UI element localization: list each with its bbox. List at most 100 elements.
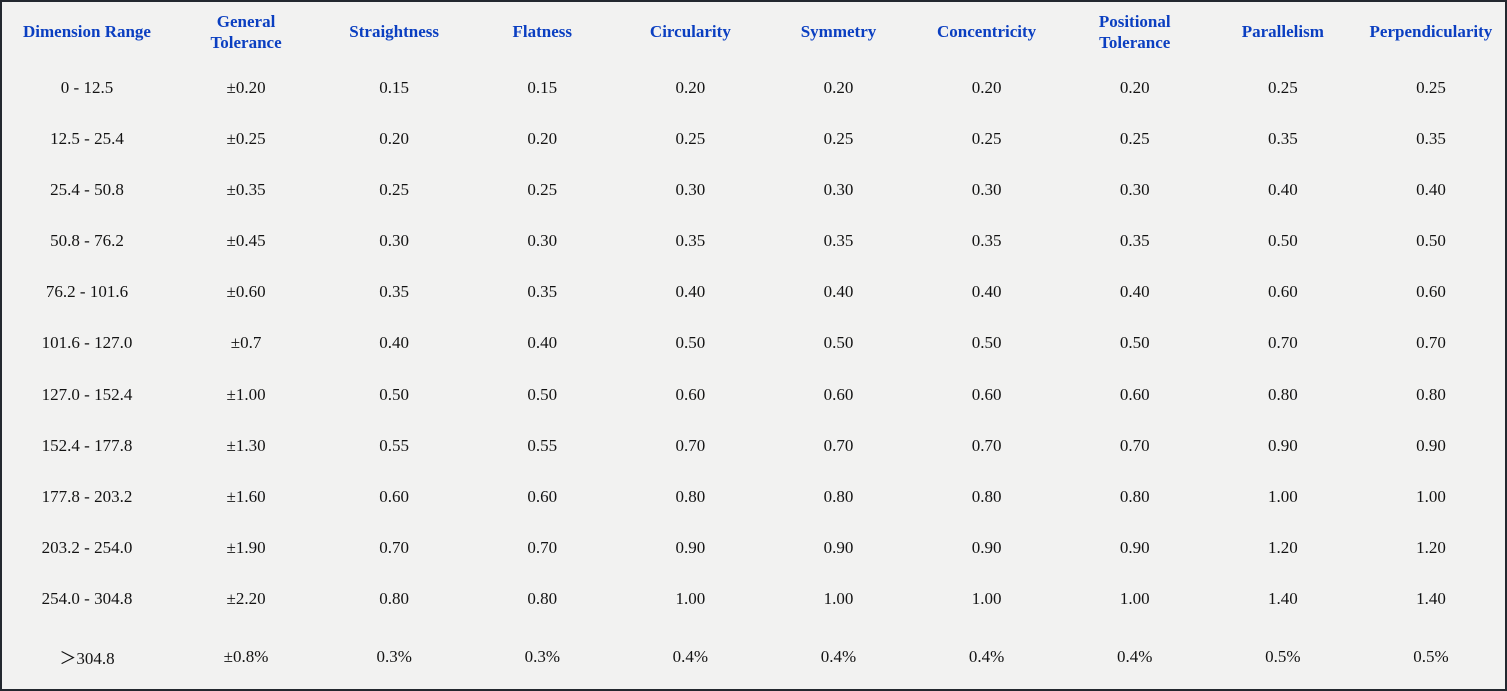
table-row: 203.2 - 254.0 ±1.90 0.70 0.70 0.90 0.90 0.90 0.…	[2, 523, 1505, 574]
value-cell: ±0.35	[226, 179, 266, 199]
value-cell: 0.70	[379, 538, 410, 558]
value-cell: 0.80	[823, 486, 854, 506]
dimension-range-cell: 76.2 - 101.6	[45, 282, 129, 302]
value-cell: 0.60	[971, 384, 1002, 404]
value-cell: 1.40	[1267, 589, 1298, 609]
value-cell: 0.90	[1267, 435, 1298, 455]
value-cell: 0.25	[971, 128, 1002, 148]
value-cell: 0.60	[1416, 282, 1446, 302]
value-cell: ±1.90	[226, 538, 266, 558]
value-cell: 0.5%	[1265, 646, 1301, 666]
value-cell: 0.30	[675, 179, 706, 199]
header-cell-circularity: Circularity	[649, 22, 731, 42]
value-cell: 0.25	[1267, 77, 1298, 97]
value-cell: 0.40	[971, 282, 1002, 302]
table-row: 50.8 - 76.2 ±0.45 0.30 0.30 0.35 0.35 0.35 0.35…	[2, 216, 1505, 267]
value-cell: 0.80	[1267, 384, 1298, 404]
value-cell: 0.4%	[968, 646, 1005, 666]
dimension-range-cell: ＞304.8	[59, 649, 115, 669]
value-cell: 0.40	[1119, 282, 1150, 302]
table-row: 152.4 - 177.8 ±1.30 0.55 0.55 0.70 0.70 0.70 0.…	[2, 420, 1505, 471]
value-cell: 0.35	[675, 231, 706, 251]
dimension-range-cell: 254.0 - 304.8	[41, 589, 133, 609]
table-row: 12.5 - 25.4 ±0.25 0.20 0.20 0.25 0.25 0.25 0.25…	[2, 113, 1505, 164]
value-cell: 0.20	[823, 77, 854, 97]
value-cell: 0.60	[1267, 282, 1298, 302]
value-cell: 0.90	[675, 538, 706, 558]
value-cell: 0.90	[823, 538, 854, 558]
value-cell: 0.70	[527, 538, 558, 558]
value-cell: 0.25	[1416, 77, 1446, 97]
value-cell: 0.70	[675, 435, 706, 455]
header-cell-dimension-range: Dimension Range	[23, 22, 151, 42]
dimension-range-cell: 101.6 - 127.0	[41, 333, 133, 353]
dimension-range-cell: 127.0 - 152.4	[41, 384, 133, 404]
table-row: 25.4 - 50.8 ±0.35 0.25 0.25 0.30 0.30 0.30 0.30…	[2, 164, 1505, 215]
value-cell: 0.25	[527, 179, 558, 199]
value-cell: 0.60	[527, 486, 558, 506]
value-cell: 0.50	[823, 333, 854, 353]
value-cell: 0.35	[527, 282, 558, 302]
dimension-range-cell: 50.8 - 76.2	[50, 231, 124, 251]
dimension-range-cell: 0 - 12.5	[60, 77, 114, 97]
value-cell: 0.55	[527, 435, 558, 455]
table-row: ＞304.8 ±0.8% 0.3% 0.3% 0.4% 0.4% 0.4% 0.4% 0.5% 0…	[2, 625, 1505, 689]
value-cell: 0.30	[971, 179, 1002, 199]
value-cell: 0.55	[379, 435, 410, 455]
value-cell: ±1.60	[226, 486, 266, 506]
value-cell: 1.00	[1267, 486, 1298, 506]
value-cell: 1.00	[675, 589, 706, 609]
value-cell: 0.80	[1119, 486, 1150, 506]
value-cell: 0.50	[379, 384, 410, 404]
value-cell: 0.20	[379, 128, 410, 148]
header-cell-general-tolerance: General Tolerance	[210, 11, 282, 52]
value-cell: 1.00	[1119, 589, 1150, 609]
table-row: 76.2 - 101.6 ±0.60 0.35 0.35 0.40 0.40 0.40 0.4…	[2, 267, 1505, 318]
value-cell: 0.35	[971, 231, 1002, 251]
value-cell: 0.40	[823, 282, 854, 302]
table-row: 101.6 - 127.0 ±0.7 0.40 0.40 0.50 0.50 0.50 0.5…	[2, 318, 1505, 369]
table-header: Dimension Range General Tolerance Straight…	[2, 2, 1505, 62]
value-cell: 0.60	[1119, 384, 1150, 404]
value-cell: 0.25	[1119, 128, 1150, 148]
value-cell: 0.35	[1119, 231, 1150, 251]
value-cell: 0.15	[527, 77, 558, 97]
value-cell: 0.35	[1416, 128, 1446, 148]
header-cell-concentricity: Concentricity	[937, 22, 1037, 42]
value-cell: 0.25	[823, 128, 854, 148]
value-cell: ±0.8%	[223, 646, 269, 666]
value-cell: 0.70	[823, 435, 854, 455]
value-cell: 0.30	[379, 231, 410, 251]
header-cell-parallelism: Parallelism	[1241, 22, 1324, 42]
value-cell: 1.20	[1416, 538, 1446, 558]
value-cell: ±0.45	[226, 231, 266, 251]
header-cell-symmetry: Symmetry	[800, 22, 877, 42]
value-cell: 0.50	[527, 384, 558, 404]
table-row: 254.0 - 304.8 ±2.20 0.80 0.80 1.00 1.00 1.00 1.…	[2, 574, 1505, 625]
value-cell: 0.25	[675, 128, 706, 148]
value-cell: 0.40	[379, 333, 410, 353]
value-cell: 0.3%	[524, 646, 560, 666]
value-cell: 0.80	[971, 486, 1002, 506]
value-cell: 0.25	[379, 179, 410, 199]
value-cell: 0.90	[1119, 538, 1150, 558]
value-cell: ±1.30	[226, 435, 266, 455]
value-cell: 0.4%	[1117, 646, 1153, 666]
dimension-range-cell: 12.5 - 25.4	[50, 128, 124, 148]
table-row: 0 - 12.5 ±0.20 0.15 0.15 0.20 0.20 0.20 0.20 0.2…	[2, 62, 1505, 113]
value-cell: 0.20	[527, 128, 558, 148]
value-cell: 0.50	[1416, 231, 1446, 251]
value-cell: 0.70	[1119, 435, 1150, 455]
value-cell: 0.3%	[376, 646, 412, 666]
value-cell: 0.15	[379, 77, 410, 97]
value-cell: 0.30	[823, 179, 854, 199]
value-cell: 0.50	[1119, 333, 1150, 353]
value-cell: 1.20	[1267, 538, 1298, 558]
value-cell: 0.35	[1267, 128, 1298, 148]
value-cell: 0.40	[675, 282, 706, 302]
header-cell-flatness: Flatness	[512, 22, 573, 42]
value-cell: 0.70	[1267, 333, 1298, 353]
header-row: Dimension Range General Tolerance Straight…	[2, 2, 1505, 62]
